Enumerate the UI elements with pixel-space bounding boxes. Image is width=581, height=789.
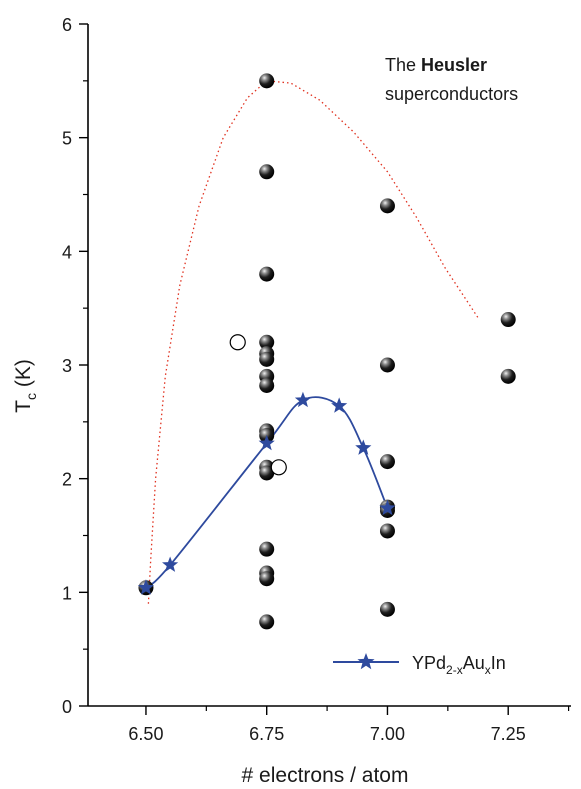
x-tick-label: 7.25 bbox=[491, 724, 526, 744]
data-point-filled bbox=[500, 368, 516, 384]
annotation-line-1: The Heusler bbox=[385, 55, 487, 75]
y-tick-label: 2 bbox=[62, 470, 72, 490]
data-point-filled bbox=[259, 266, 275, 282]
data-point-filled bbox=[259, 541, 275, 557]
x-tick-label: 6.50 bbox=[128, 724, 163, 744]
annotation-prefix: The bbox=[385, 55, 421, 75]
data-point-filled bbox=[259, 571, 275, 587]
data-point-filled bbox=[259, 73, 275, 89]
legend-label: YPd2-xAuxIn bbox=[412, 653, 506, 677]
legend-star-marker bbox=[357, 653, 375, 670]
x-tick-label: 7.00 bbox=[370, 724, 405, 744]
data-point-filled bbox=[259, 164, 275, 180]
annotation-bold: Heusler bbox=[421, 55, 487, 75]
data-point-filled bbox=[259, 614, 275, 630]
data-point-star bbox=[162, 556, 179, 572]
y-tick-label: 3 bbox=[62, 356, 72, 376]
annotation-line-2: superconductors bbox=[385, 84, 518, 104]
data-point-star bbox=[331, 397, 348, 413]
y-axis-title-unit: (K) bbox=[12, 359, 35, 393]
y-tick-label: 1 bbox=[62, 583, 72, 603]
data-points-layer bbox=[137, 73, 516, 630]
data-point-star bbox=[258, 434, 275, 451]
data-point-filled bbox=[259, 465, 275, 481]
data-point-filled bbox=[379, 198, 395, 214]
y-tick-label: 6 bbox=[62, 15, 72, 35]
y-axis-title-main: T bbox=[12, 400, 35, 413]
y-tick-label: 5 bbox=[62, 129, 72, 149]
data-point-filled bbox=[259, 377, 275, 393]
x-axis-title: # electrons / atom bbox=[242, 764, 409, 787]
data-point-open bbox=[229, 334, 246, 351]
legend-label-base: YPd bbox=[412, 653, 446, 673]
data-point-filled bbox=[379, 523, 395, 539]
legend-label-sub2: x bbox=[485, 663, 491, 677]
axes-layer: 6.50 6.75 7.00 7.25 0 1 2 3 4 5 6 bbox=[62, 15, 571, 744]
data-point-filled bbox=[379, 601, 395, 617]
x-tick-label: 6.75 bbox=[249, 724, 284, 744]
y-axis-title-sub: c bbox=[23, 393, 39, 400]
data-point-filled bbox=[500, 312, 516, 328]
y-tick-label: 0 bbox=[62, 697, 72, 717]
legend: YPd2-xAuxIn bbox=[333, 653, 506, 677]
data-point-filled bbox=[259, 351, 275, 367]
data-point-star bbox=[379, 499, 396, 516]
data-point-filled bbox=[379, 357, 395, 373]
data-point-star bbox=[355, 439, 372, 455]
data-point-filled bbox=[379, 454, 395, 470]
data-point-star bbox=[294, 391, 312, 408]
data-point-filled bbox=[259, 334, 275, 350]
y-tick-label: 4 bbox=[62, 242, 72, 262]
legend-label-mid: Au bbox=[463, 653, 485, 673]
data-point-star bbox=[137, 579, 155, 595]
guide-curve bbox=[147, 80, 480, 604]
data-point-open bbox=[270, 459, 287, 476]
legend-label-end: In bbox=[491, 653, 506, 673]
y-axis-title: Tc (K) bbox=[12, 359, 39, 413]
guide-curve-layer bbox=[147, 80, 480, 604]
legend-label-sub1: 2-x bbox=[446, 663, 463, 677]
